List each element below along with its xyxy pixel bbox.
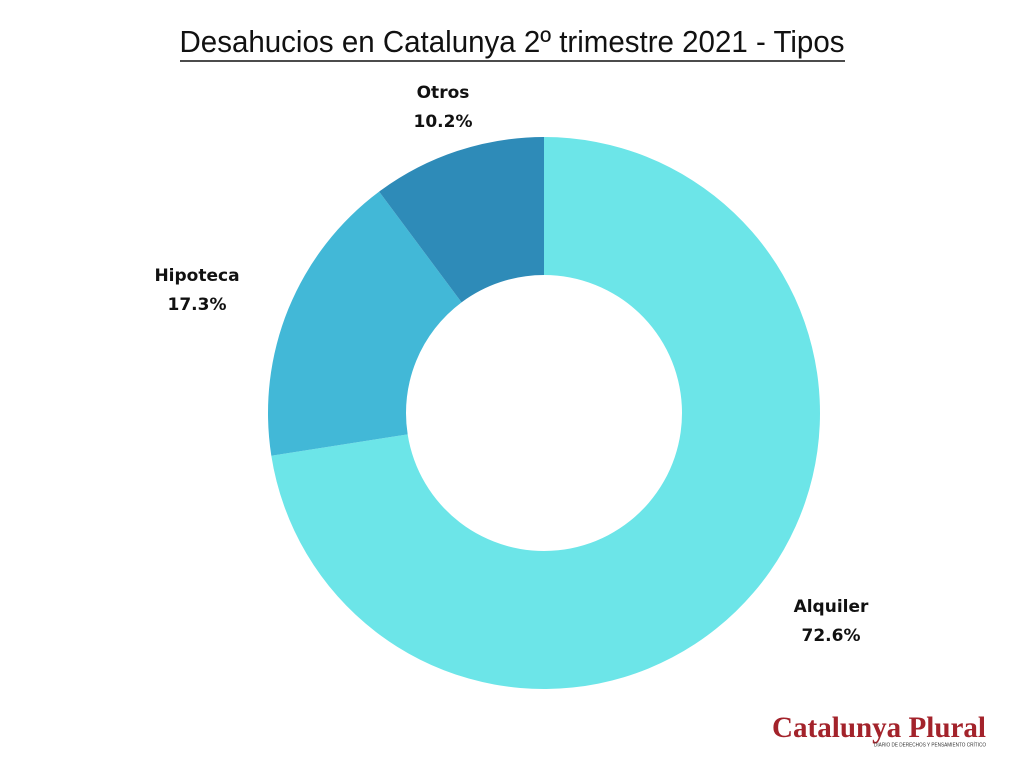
slice-label: Otros (417, 83, 470, 103)
chart-title: Desahucios en Catalunya 2º trimestre 202… (180, 24, 845, 59)
donut-slice (271, 137, 821, 689)
donut-slice (379, 137, 544, 303)
logo: Catalunya Plural (772, 711, 986, 744)
logo-tagline: DIARIO DE DERECHOS Y PENSAMIENTO CRÍTICO (874, 741, 986, 748)
slice-value-label: 10.2% (414, 112, 473, 132)
donut-slice (267, 191, 462, 456)
slice-value-label: 17.3% (168, 295, 227, 315)
slice-label: Alquiler (794, 597, 869, 617)
slice-value-label: 72.6% (802, 626, 861, 646)
slice-label: Hipoteca (154, 266, 239, 286)
